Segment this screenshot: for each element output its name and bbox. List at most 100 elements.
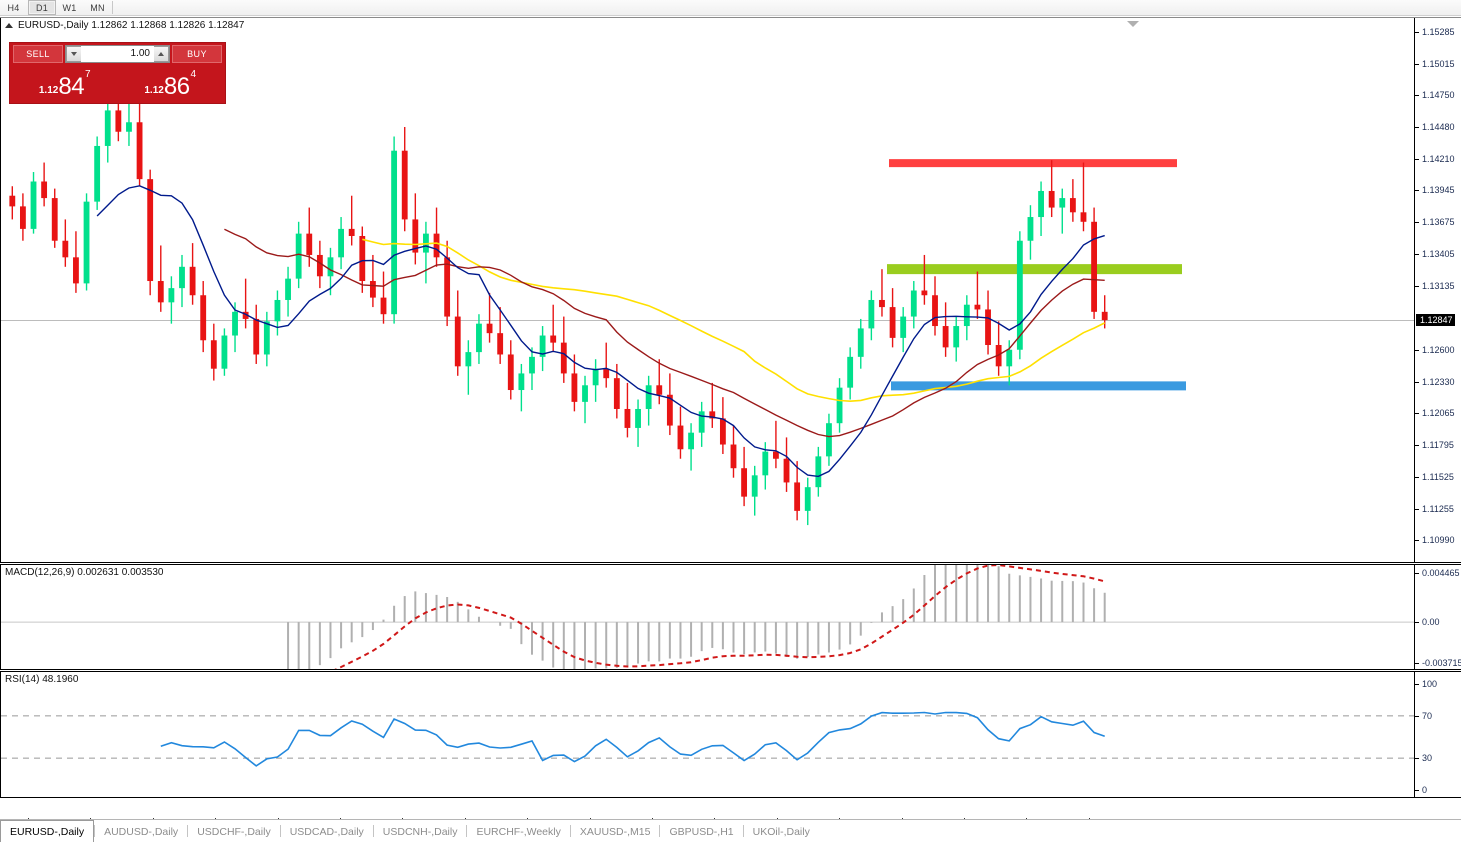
macd-axis-tick <box>1415 663 1419 664</box>
chart-title-row: EURUSD-,Daily 1.12862 1.12868 1.12826 1.… <box>1 18 244 32</box>
macd-axis-tick <box>1415 573 1419 574</box>
price-axis-tick <box>1415 509 1419 511</box>
tab-divider <box>742 825 744 837</box>
price-axis-tick <box>1415 477 1419 479</box>
sell-price-display[interactable]: 1.12 84 7 <box>13 65 117 100</box>
chart-tabbar[interactable]: EURUSD-,Daily AUDUSD-,Daily USDCHF-,Daily U… <box>0 819 1461 842</box>
chart-tab-eurchf-weekly[interactable]: EURCHF-,Weekly <box>476 825 561 838</box>
tab-divider <box>466 825 468 837</box>
price-axis-tick <box>1415 190 1419 192</box>
chart-shift-marker-icon[interactable] <box>1127 21 1139 27</box>
price-axis-label: 1.14210 <box>1422 153 1455 164</box>
price-axis-tick <box>1415 158 1419 160</box>
price-axis-tick <box>1415 445 1419 447</box>
caret-up-icon <box>158 52 164 56</box>
sell-price-prefix: 1.12 <box>38 85 59 96</box>
buy-price-display[interactable]: 1.12 86 4 <box>118 65 222 100</box>
timeframe-h4[interactable]: H4 <box>7 2 20 13</box>
tab-divider <box>659 825 661 837</box>
price-chart-pane[interactable]: EURUSD-,Daily 1.12862 1.12868 1.12826 1.… <box>0 18 1414 563</box>
chart-tab-gbpusd-h1[interactable]: GBPUSD-,H1 <box>669 825 734 838</box>
volume-decrement-button[interactable] <box>66 46 81 62</box>
chart-tab-xauusd-m15[interactable]: XAUUSD-,M15 <box>579 825 651 838</box>
price-axis-tick <box>1415 413 1419 415</box>
chart-tab-usdchf-daily[interactable]: USDCHF-,Daily <box>197 825 271 838</box>
price-axis[interactable]: 1.15285 1.15015 1.14750 1.14480 1.14210 1.139… <box>1414 18 1461 563</box>
price-axis-label: 1.12065 <box>1422 408 1455 419</box>
rsi-axis-tick <box>1415 684 1419 685</box>
rsi-axis-label: 0 <box>1422 785 1428 795</box>
rsi-pane[interactable]: RSI(14) 48.1960 <box>0 671 1414 798</box>
tab-divider <box>187 825 189 837</box>
chart-tab-audusd-daily[interactable]: AUDUSD-,Daily <box>104 825 179 838</box>
rsi-canvas <box>1 711 1414 767</box>
price-axis-label: 1.15285 <box>1422 26 1455 37</box>
timeframe-mn[interactable]: MN <box>90 2 105 13</box>
macd-axis-label: 0.00 <box>1422 617 1440 628</box>
price-axis-tick <box>1415 222 1419 224</box>
rsi-axis-tick <box>1415 790 1419 791</box>
rsi-axis: 100 70 30 0 <box>1414 671 1461 798</box>
sell-price-point: 7 <box>85 69 91 80</box>
macd-axis-tick <box>1415 622 1419 624</box>
timeframe-toolbar: H4 D1 W1 MN <box>0 0 1461 16</box>
sell-button[interactable]: SELL <box>13 45 63 63</box>
price-axis-label: 1.13135 <box>1422 281 1455 292</box>
rsi-axis-tick <box>1415 715 1419 717</box>
price-axis-label: 1.15015 <box>1422 58 1455 69</box>
macd-pane[interactable]: MACD(12,26,9) 0.002631 0.003530 <box>0 564 1414 670</box>
tab-divider <box>94 825 96 837</box>
price-chart-canvas <box>1 79 1414 526</box>
toolbar-divider <box>112 1 113 14</box>
macd-axis: 0.004465 0.00 -0.003715 <box>1414 564 1461 670</box>
toolbar-empty-area <box>113 0 1461 15</box>
timeframe-d1[interactable]: D1 <box>28 0 56 15</box>
price-axis-label: 1.13945 <box>1422 185 1455 196</box>
volume-input[interactable]: 1.00 <box>130 48 150 59</box>
price-axis-tick <box>1415 63 1419 65</box>
price-axis-tick <box>1415 95 1419 96</box>
tab-divider <box>372 825 374 837</box>
price-axis-label: 1.11525 <box>1422 472 1454 483</box>
buy-button[interactable]: BUY <box>172 45 222 63</box>
macd-canvas <box>1 565 1414 669</box>
macd-title: MACD(12,26,9) 0.002631 0.003530 <box>5 567 164 578</box>
price-axis-tick <box>1415 381 1419 383</box>
rsi-axis-tick <box>1415 758 1419 760</box>
tab-divider <box>279 825 281 837</box>
chart-tab-ukoil-daily[interactable]: UKOil-,Daily <box>752 825 810 838</box>
occ-controls-row: SELL 1.00 BUY <box>10 43 225 65</box>
price-axis-label: 1.12330 <box>1422 376 1455 387</box>
chart-frame: EURUSD-,Daily 1.12862 1.12868 1.12826 1.… <box>0 17 1461 834</box>
chart-tab-usdcnh-daily[interactable]: USDCNH-,Daily <box>382 825 458 838</box>
price-axis-tick <box>1415 31 1419 33</box>
price-axis-label: 1.11795 <box>1422 440 1454 451</box>
price-axis-tick <box>1415 349 1419 351</box>
tab-divider <box>569 825 571 837</box>
caret-down-icon <box>71 52 77 56</box>
one-click-trading-panel[interactable]: SELL 1.00 BUY 1.12 84 7 1.12 <box>9 42 226 104</box>
rsi-axis-label: 30 <box>1422 753 1433 764</box>
price-axis-tick <box>1415 540 1419 542</box>
macd-axis-label: 0.004465 <box>1422 568 1460 578</box>
rsi-title: RSI(14) 48.1960 <box>5 674 79 685</box>
chart-tab-eurusd-daily[interactable]: EURUSD-,Daily <box>0 820 95 842</box>
timeframe-w1[interactable]: W1 <box>62 2 77 13</box>
price-axis-label: 1.14750 <box>1422 90 1455 100</box>
volume-stepper[interactable]: 1.00 <box>65 45 170 63</box>
triangle-up-icon[interactable] <box>5 22 13 28</box>
page-title: EURUSD-,Daily 1.12862 1.12868 1.12826 1.… <box>18 19 245 31</box>
buy-price-main: 86 <box>163 73 190 100</box>
price-axis-label: 1.10990 <box>1422 535 1455 546</box>
volume-increment-button[interactable] <box>154 46 169 62</box>
price-axis-label: 1.11255 <box>1422 504 1454 515</box>
chart-tab-usdcad-daily[interactable]: USDCAD-,Daily <box>289 825 364 838</box>
buy-price-prefix: 1.12 <box>144 85 164 96</box>
price-axis-tick <box>1415 254 1419 256</box>
occ-quotes-row: 1.12 84 7 1.12 86 4 <box>10 65 225 103</box>
price-axis-label: 1.13405 <box>1422 249 1455 260</box>
macd-axis-label: -0.003715 <box>1422 658 1461 668</box>
current-price-badge: 1.12847 <box>1416 314 1455 327</box>
rsi-axis-label: 100 <box>1422 679 1438 689</box>
buy-price-point: 4 <box>190 69 197 80</box>
